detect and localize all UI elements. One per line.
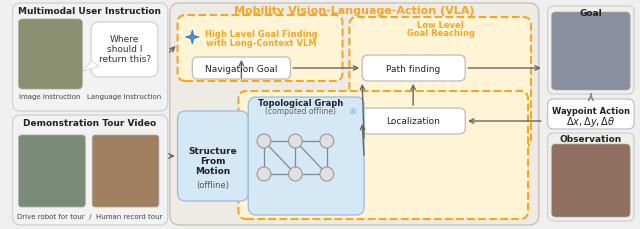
FancyBboxPatch shape — [177, 112, 248, 201]
Circle shape — [289, 167, 302, 181]
Text: should I: should I — [107, 44, 142, 53]
FancyBboxPatch shape — [362, 56, 465, 82]
FancyBboxPatch shape — [248, 98, 364, 215]
Circle shape — [320, 134, 333, 148]
FancyBboxPatch shape — [92, 135, 159, 207]
Text: From: From — [200, 157, 226, 166]
FancyBboxPatch shape — [548, 100, 634, 129]
FancyBboxPatch shape — [548, 134, 634, 221]
FancyBboxPatch shape — [13, 4, 168, 112]
Text: High Level Goal Finding: High Level Goal Finding — [205, 29, 317, 38]
Text: Path finding: Path finding — [386, 64, 440, 73]
Text: Image Instruction: Image Instruction — [19, 94, 81, 100]
Text: Mobility Vision-Language-Action (VLA): Mobility Vision-Language-Action (VLA) — [234, 6, 474, 16]
Text: Structure: Structure — [189, 147, 237, 156]
FancyBboxPatch shape — [362, 109, 465, 134]
Text: ❄: ❄ — [348, 106, 356, 117]
FancyBboxPatch shape — [19, 20, 83, 90]
Text: Language Instruction: Language Instruction — [88, 94, 162, 100]
FancyBboxPatch shape — [13, 115, 168, 225]
Text: Topological Graph: Topological Graph — [258, 99, 343, 108]
Text: Localization: Localization — [387, 117, 440, 126]
FancyBboxPatch shape — [548, 7, 634, 95]
Text: Demonstration Tour Video: Demonstration Tour Video — [22, 118, 156, 127]
Circle shape — [257, 167, 271, 181]
Text: Goal Reaching: Goal Reaching — [406, 28, 475, 37]
FancyBboxPatch shape — [552, 144, 630, 217]
Text: Low Level: Low Level — [417, 20, 464, 29]
Circle shape — [320, 167, 333, 181]
Text: Motion: Motion — [195, 167, 230, 176]
PathPatch shape — [186, 31, 199, 45]
FancyBboxPatch shape — [239, 92, 528, 219]
FancyBboxPatch shape — [170, 4, 539, 225]
Text: Multimodal User Instruction: Multimodal User Instruction — [18, 6, 161, 15]
Text: Navigation Goal: Navigation Goal — [205, 64, 278, 73]
FancyBboxPatch shape — [192, 58, 291, 80]
Text: Drive robot for tour  /  Human record tour: Drive robot for tour / Human record tour — [17, 213, 162, 219]
FancyBboxPatch shape — [91, 23, 158, 78]
Text: Waypoint Action: Waypoint Action — [552, 106, 630, 115]
Text: return this?: return this? — [99, 54, 150, 63]
Circle shape — [289, 134, 302, 148]
Text: (offline): (offline) — [196, 181, 229, 190]
Polygon shape — [83, 62, 99, 72]
Circle shape — [257, 134, 271, 148]
Text: Where: Where — [110, 34, 140, 43]
Text: (computed offline): (computed offline) — [265, 107, 336, 116]
FancyBboxPatch shape — [177, 16, 342, 82]
FancyBboxPatch shape — [19, 135, 85, 207]
Text: Goal: Goal — [579, 8, 602, 17]
Text: $\Delta x, \Delta y, \Delta\theta$: $\Delta x, \Delta y, \Delta\theta$ — [566, 114, 616, 128]
FancyBboxPatch shape — [552, 13, 630, 91]
Text: with Long-Context VLM: with Long-Context VLM — [206, 38, 316, 47]
Text: Observation: Observation — [560, 135, 622, 144]
FancyBboxPatch shape — [349, 18, 531, 147]
